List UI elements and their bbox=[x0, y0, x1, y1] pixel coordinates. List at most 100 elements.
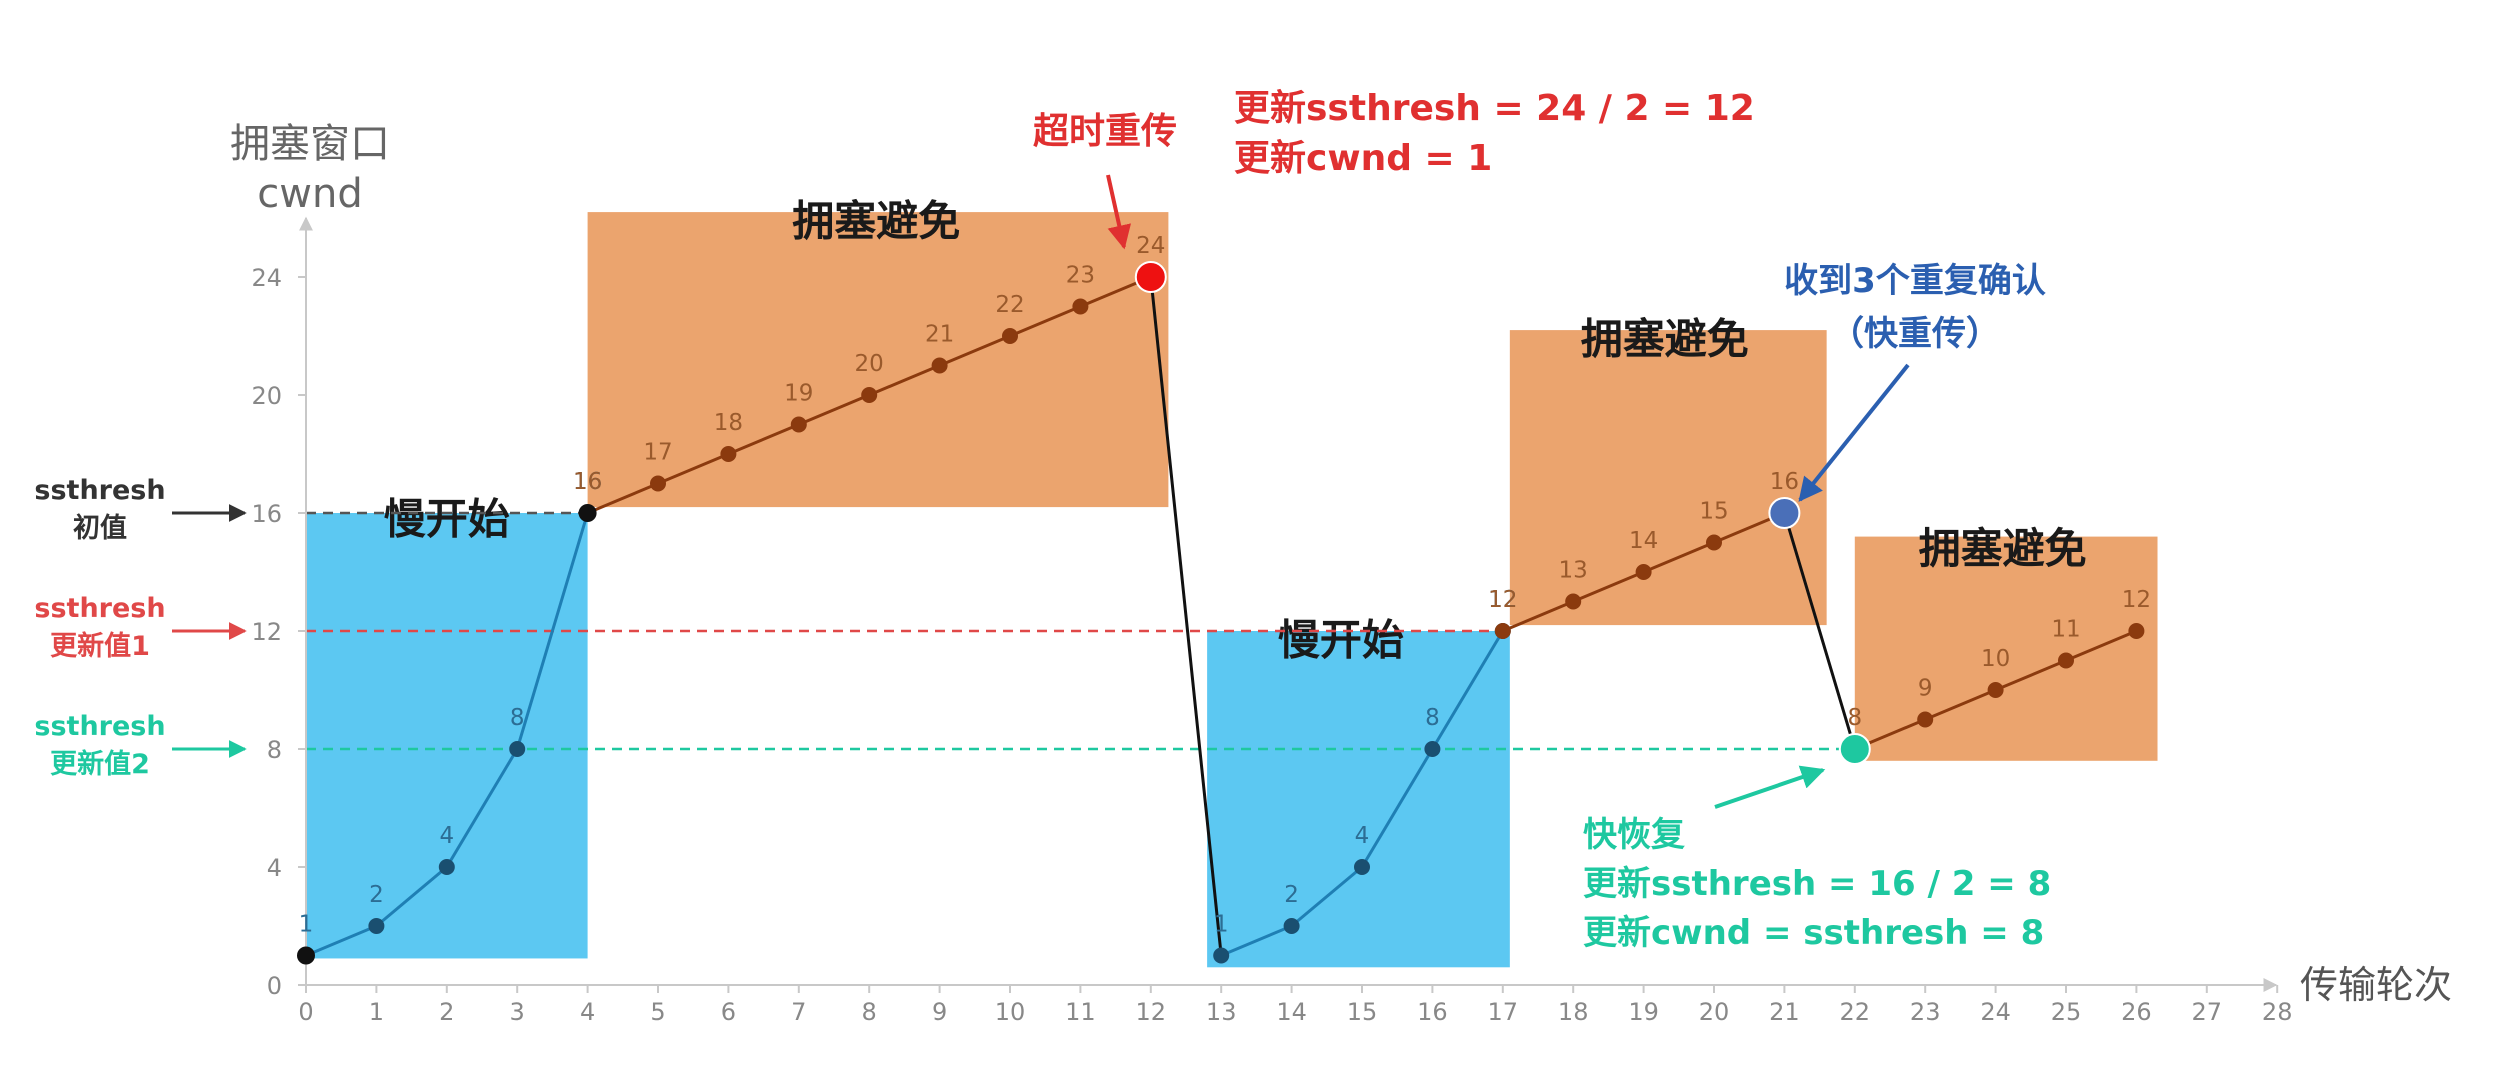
series-1-point-4 bbox=[861, 387, 878, 403]
axes: 拥塞窗口 cwnd 传输轮次 bbox=[230, 121, 2452, 1007]
series-1-point-label-5: 21 bbox=[925, 322, 954, 348]
x-tick-label-13: 13 bbox=[1206, 998, 1237, 1026]
series-4-point-3 bbox=[1706, 534, 1722, 551]
series-3-point-label-4: 12 bbox=[1488, 587, 1517, 613]
x-tick-label-28: 28 bbox=[2262, 998, 2293, 1026]
x-tick-label-16: 16 bbox=[1417, 998, 1448, 1026]
x-tick-label-20: 20 bbox=[1699, 998, 1730, 1026]
region-4 bbox=[1854, 536, 2158, 761]
series-6-point-label-0: 8 bbox=[1847, 705, 1862, 731]
series-3-point-3 bbox=[1424, 741, 1441, 757]
series-line-2 bbox=[1149, 276, 1223, 956]
y-tick-label-0: 0 bbox=[267, 972, 282, 1000]
series-0-point-1 bbox=[368, 918, 385, 934]
series-line-5 bbox=[1782, 512, 1857, 750]
series-0-point-label-2: 4 bbox=[439, 823, 454, 849]
dup-ack-arrow bbox=[1798, 363, 1910, 502]
x-tick-label-18: 18 bbox=[1558, 998, 1589, 1026]
series-0-point-label-4: 16 bbox=[573, 469, 602, 495]
annotation-dup-ack-line2: （快重传） bbox=[1830, 314, 2000, 354]
series-6-point-1 bbox=[1917, 711, 1934, 728]
annotation-timeout-update-line2: 更新cwnd = 1 bbox=[1234, 138, 1492, 179]
series-1-point-label-2: 18 bbox=[714, 410, 743, 436]
y-axis-title-line1: 拥塞窗口 bbox=[230, 121, 390, 167]
x-axis-title: 传输轮次 bbox=[2300, 963, 2452, 1007]
series-1-point-3 bbox=[790, 416, 807, 433]
series-4-point-0 bbox=[1494, 623, 1511, 639]
x-tick-label-14: 14 bbox=[1276, 998, 1307, 1026]
series-1-point-label-7: 23 bbox=[1066, 263, 1095, 289]
axis-ticks: 0 1 2 3 4 5 6 7 8 9 10 11 12 13 14 15 16 17 18 19 20 21 22 23 24… bbox=[251, 264, 2292, 1026]
series-0-point-3 bbox=[509, 741, 526, 757]
x-tick-label-19: 19 bbox=[1628, 998, 1659, 1026]
x-tick-label-26: 26 bbox=[2121, 998, 2152, 1026]
x-tick-label-3: 3 bbox=[510, 998, 525, 1026]
x-tick-label-24: 24 bbox=[1980, 998, 2011, 1026]
region-label-1: 拥塞避免 bbox=[792, 197, 960, 246]
x-tick-label-15: 15 bbox=[1347, 998, 1378, 1026]
ssthresh-label-0-line2: 初值 bbox=[73, 513, 127, 544]
series-3-point-label-1: 2 bbox=[1284, 882, 1299, 908]
annotation-fast-recovery-line1: 快恢复 bbox=[1583, 815, 1685, 855]
series-3-point-label-3: 8 bbox=[1425, 705, 1440, 731]
series-0-point-label-0: 1 bbox=[299, 912, 314, 938]
start-point bbox=[297, 946, 315, 965]
cwnd-point-labels: 1248161617181920212223241248121213141516… bbox=[299, 233, 2151, 938]
region-3 bbox=[1509, 330, 1827, 626]
y-tick-label-24: 24 bbox=[251, 264, 282, 292]
region-0 bbox=[306, 513, 588, 959]
ssthresh-lines: ssthresh 初值 ssthresh 更新值1 ssthresh 更新值2 bbox=[34, 475, 1855, 780]
ssthresh-label-2-line2: 更新值2 bbox=[50, 748, 150, 780]
y-tick-label-4: 4 bbox=[267, 854, 282, 882]
x-tick-label-21: 21 bbox=[1769, 998, 1800, 1026]
region-label-0: 慢开始 bbox=[384, 495, 510, 544]
series-1-point-label-3: 19 bbox=[784, 381, 813, 407]
series-3-point-1 bbox=[1283, 918, 1300, 934]
region-label-2: 慢开始 bbox=[1278, 616, 1404, 665]
x-tick-label-8: 8 bbox=[862, 998, 877, 1026]
x-tick-label-22: 22 bbox=[1840, 998, 1871, 1026]
x-tick-label-5: 5 bbox=[650, 998, 665, 1026]
series-4-point-label-0: 12 bbox=[1488, 587, 1517, 613]
series-6-point-label-3: 11 bbox=[2051, 617, 2080, 643]
x-tick-label-27: 27 bbox=[2192, 998, 2223, 1026]
x-tick-label-12: 12 bbox=[1136, 998, 1167, 1026]
series-6-point-label-1: 9 bbox=[1918, 676, 1933, 702]
ssthresh-initial-point bbox=[578, 504, 597, 522]
series-6-point-4 bbox=[2128, 623, 2145, 639]
series-3-point-label-0: 1 bbox=[1214, 912, 1229, 938]
series-1-point-label-8: 24 bbox=[1136, 233, 1165, 259]
ssthresh-label-1-line1: ssthresh bbox=[34, 593, 165, 624]
ssthresh-label-1-line2: 更新值1 bbox=[50, 630, 150, 662]
ssthresh-label-0-line1: ssthresh bbox=[34, 475, 165, 506]
x-tick-label-9: 9 bbox=[932, 998, 947, 1026]
series-1-point-label-0: 16 bbox=[573, 469, 602, 495]
annotation-fast-recovery-line3: 更新cwnd = ssthresh = 8 bbox=[1583, 913, 2044, 953]
event-point-2 bbox=[1838, 733, 1871, 765]
region-label-4: 拥塞避免 bbox=[1919, 524, 2087, 573]
series-1-point-label-6: 22 bbox=[995, 292, 1024, 318]
series-6-point-label-2: 10 bbox=[1981, 646, 2010, 672]
series-6-point-3 bbox=[2058, 652, 2074, 669]
series-4-point-label-2: 14 bbox=[1629, 528, 1658, 554]
y-tick-label-12: 12 bbox=[251, 618, 282, 646]
x-tick-label-23: 23 bbox=[1910, 998, 1941, 1026]
series-0-point-label-3: 8 bbox=[510, 705, 525, 731]
series-4-point-1 bbox=[1565, 593, 1582, 610]
series-3-point-0 bbox=[1213, 947, 1230, 964]
x-tick-label-7: 7 bbox=[791, 998, 806, 1026]
series-6-point-label-4: 12 bbox=[2122, 587, 2151, 613]
y-tick-label-16: 16 bbox=[251, 500, 282, 528]
y-tick-label-20: 20 bbox=[251, 382, 282, 410]
y-tick-label-8: 8 bbox=[267, 736, 282, 764]
series-4-point-label-1: 13 bbox=[1559, 558, 1588, 584]
region-label-3: 拥塞避免 bbox=[1581, 315, 1749, 364]
annotation-timeout-update-line1: 更新ssthresh = 24 / 2 = 12 bbox=[1234, 88, 1755, 129]
x-tick-label-1: 1 bbox=[369, 998, 384, 1026]
x-tick-label-6: 6 bbox=[721, 998, 736, 1026]
series-3-point-2 bbox=[1354, 859, 1370, 875]
region-2 bbox=[1207, 631, 1510, 968]
timeout-arrow bbox=[1106, 174, 1132, 250]
